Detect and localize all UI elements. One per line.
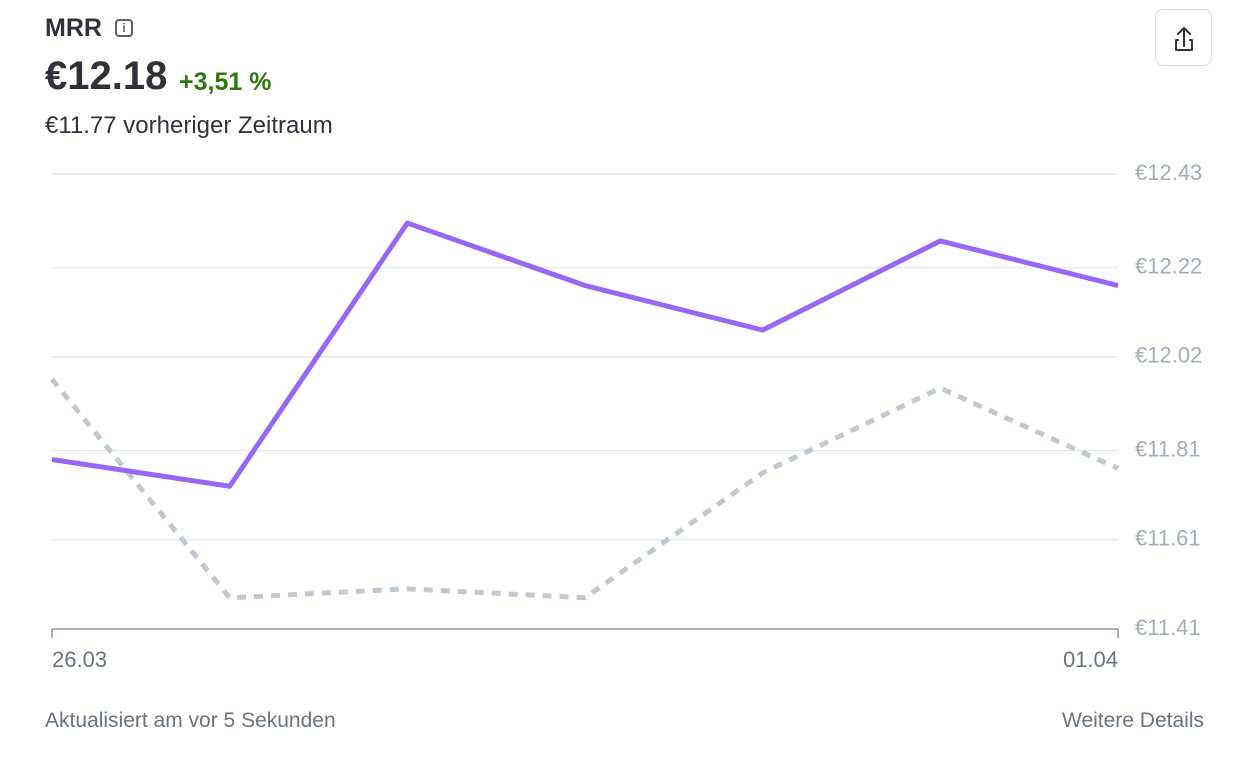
series-line	[51, 220, 1119, 489]
y-tick-label: €11.41	[1135, 615, 1201, 640]
info-icon[interactable]: i	[115, 19, 133, 37]
x-tick-label: 26.03	[52, 647, 107, 672]
share-button[interactable]	[1155, 9, 1212, 66]
details-link[interactable]: Weitere Details	[1062, 709, 1204, 732]
y-tick-label: €12.02	[1135, 343, 1202, 368]
widget-title: MRR	[45, 14, 102, 42]
share-icon	[1175, 27, 1193, 51]
y-tick-label: €12.43	[1135, 160, 1202, 185]
x-tick-label: 01.04	[1063, 647, 1118, 672]
y-tick-label: €11.81	[1135, 436, 1201, 461]
previous-period: €11.77 vorheriger Zeitraum	[45, 112, 333, 139]
y-tick-label: €12.22	[1135, 253, 1202, 278]
current-value: €12.18	[45, 54, 168, 98]
change-percent: +3,51 %	[179, 68, 272, 96]
series-line	[50, 377, 1120, 601]
y-tick-label: €11.61	[1135, 526, 1201, 551]
chart: €11.41 €11.61 €11.81 €12.02 €12.22 €12.43 26.0…	[50, 160, 1202, 672]
updated-note: Aktualisiert am vor 5 Sekunden	[45, 709, 336, 732]
